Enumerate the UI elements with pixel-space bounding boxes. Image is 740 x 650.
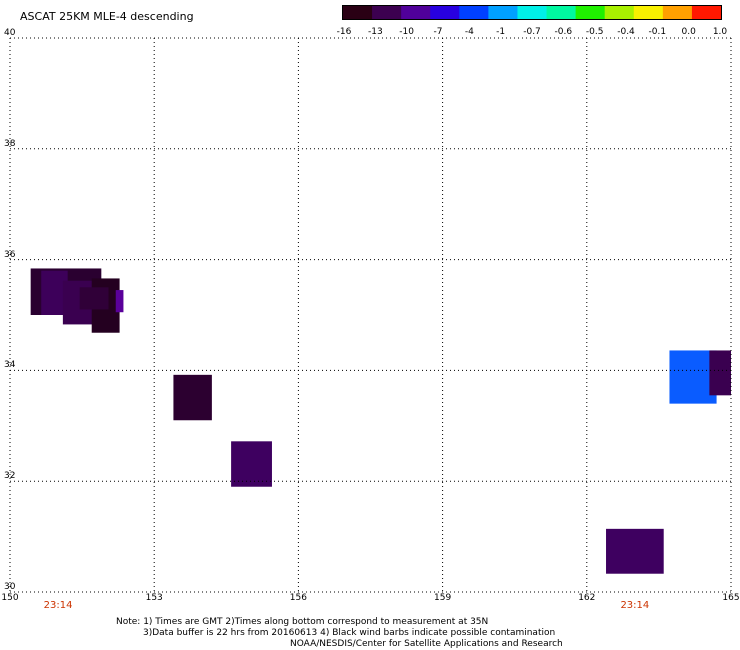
map-title: ASCAT 25KM MLE-4 descending (20, 10, 194, 23)
color-scale-swatch (488, 6, 518, 19)
latitude-label: 36 (4, 249, 16, 260)
color-scale-label: -0.1 (648, 27, 667, 37)
longitude-label: 165 (722, 593, 740, 603)
note-line-2: 3)Data buffer is 22 hrs from 20160613 4)… (143, 628, 556, 638)
color-scale-label: -16 (336, 27, 352, 37)
color-scale-swatch (575, 6, 606, 19)
color-scale-label: -0.5 (585, 27, 604, 37)
note-line-3: NOAA/NESDIS/Center for Satellite Applica… (290, 639, 563, 649)
color-scale-swatch (401, 6, 431, 19)
longitude-label: 162 (578, 593, 596, 603)
longitude-label: 156 (289, 593, 307, 603)
color-scale-swatch (343, 6, 373, 19)
color-scale-label: -1 (496, 27, 506, 37)
color-scale-swatch (372, 6, 402, 19)
color-scale-label: -13 (367, 27, 383, 37)
color-scale-label: -4 (464, 27, 474, 37)
data-cell (79, 287, 109, 310)
color-scale-label: -0.4 (617, 27, 635, 37)
color-scale-label: -10 (399, 27, 415, 37)
latitude-label: 32 (4, 471, 16, 482)
color-scale-swatch (459, 6, 489, 19)
latitude-label: 38 (4, 138, 16, 149)
data-cell (173, 374, 212, 421)
latitude-label: 40 (4, 28, 16, 38)
color-scale-swatch (430, 6, 460, 19)
color-scale-label: -7 (433, 27, 443, 37)
color-scale-label: 1.0 (712, 27, 728, 37)
color-scale-swatch (546, 6, 577, 19)
data-cell (669, 350, 717, 404)
latitude-label: 34 (4, 360, 16, 371)
data-cell (231, 441, 272, 487)
color-scale-swatch (517, 6, 548, 19)
latitude-label: 30 (4, 582, 16, 592)
data-cells (30, 268, 731, 574)
longitude-label: 153 (145, 593, 163, 603)
time-label: 23:14 (43, 600, 73, 611)
data-cell (709, 350, 731, 396)
data-cell (606, 528, 664, 574)
color-scale-label: -0.7 (523, 27, 541, 37)
color-scale-swatch (662, 6, 693, 19)
color-scale-swatch (604, 6, 635, 19)
data-cell (115, 290, 124, 313)
grid-lines (9, 37, 732, 593)
longitude-label: 150 (1, 593, 19, 603)
longitude-label: 159 (434, 593, 452, 603)
color-scale-label: -0.6 (554, 27, 573, 37)
color-scale-swatch (691, 6, 721, 19)
color-scale-swatch (633, 6, 664, 19)
time-label: 23:14 (620, 600, 650, 611)
color-scale-bar (342, 5, 722, 20)
note-line-1: Note: 1) Times are GMT 2)Times along bot… (116, 617, 489, 627)
color-scale-label: 0.0 (681, 27, 696, 37)
